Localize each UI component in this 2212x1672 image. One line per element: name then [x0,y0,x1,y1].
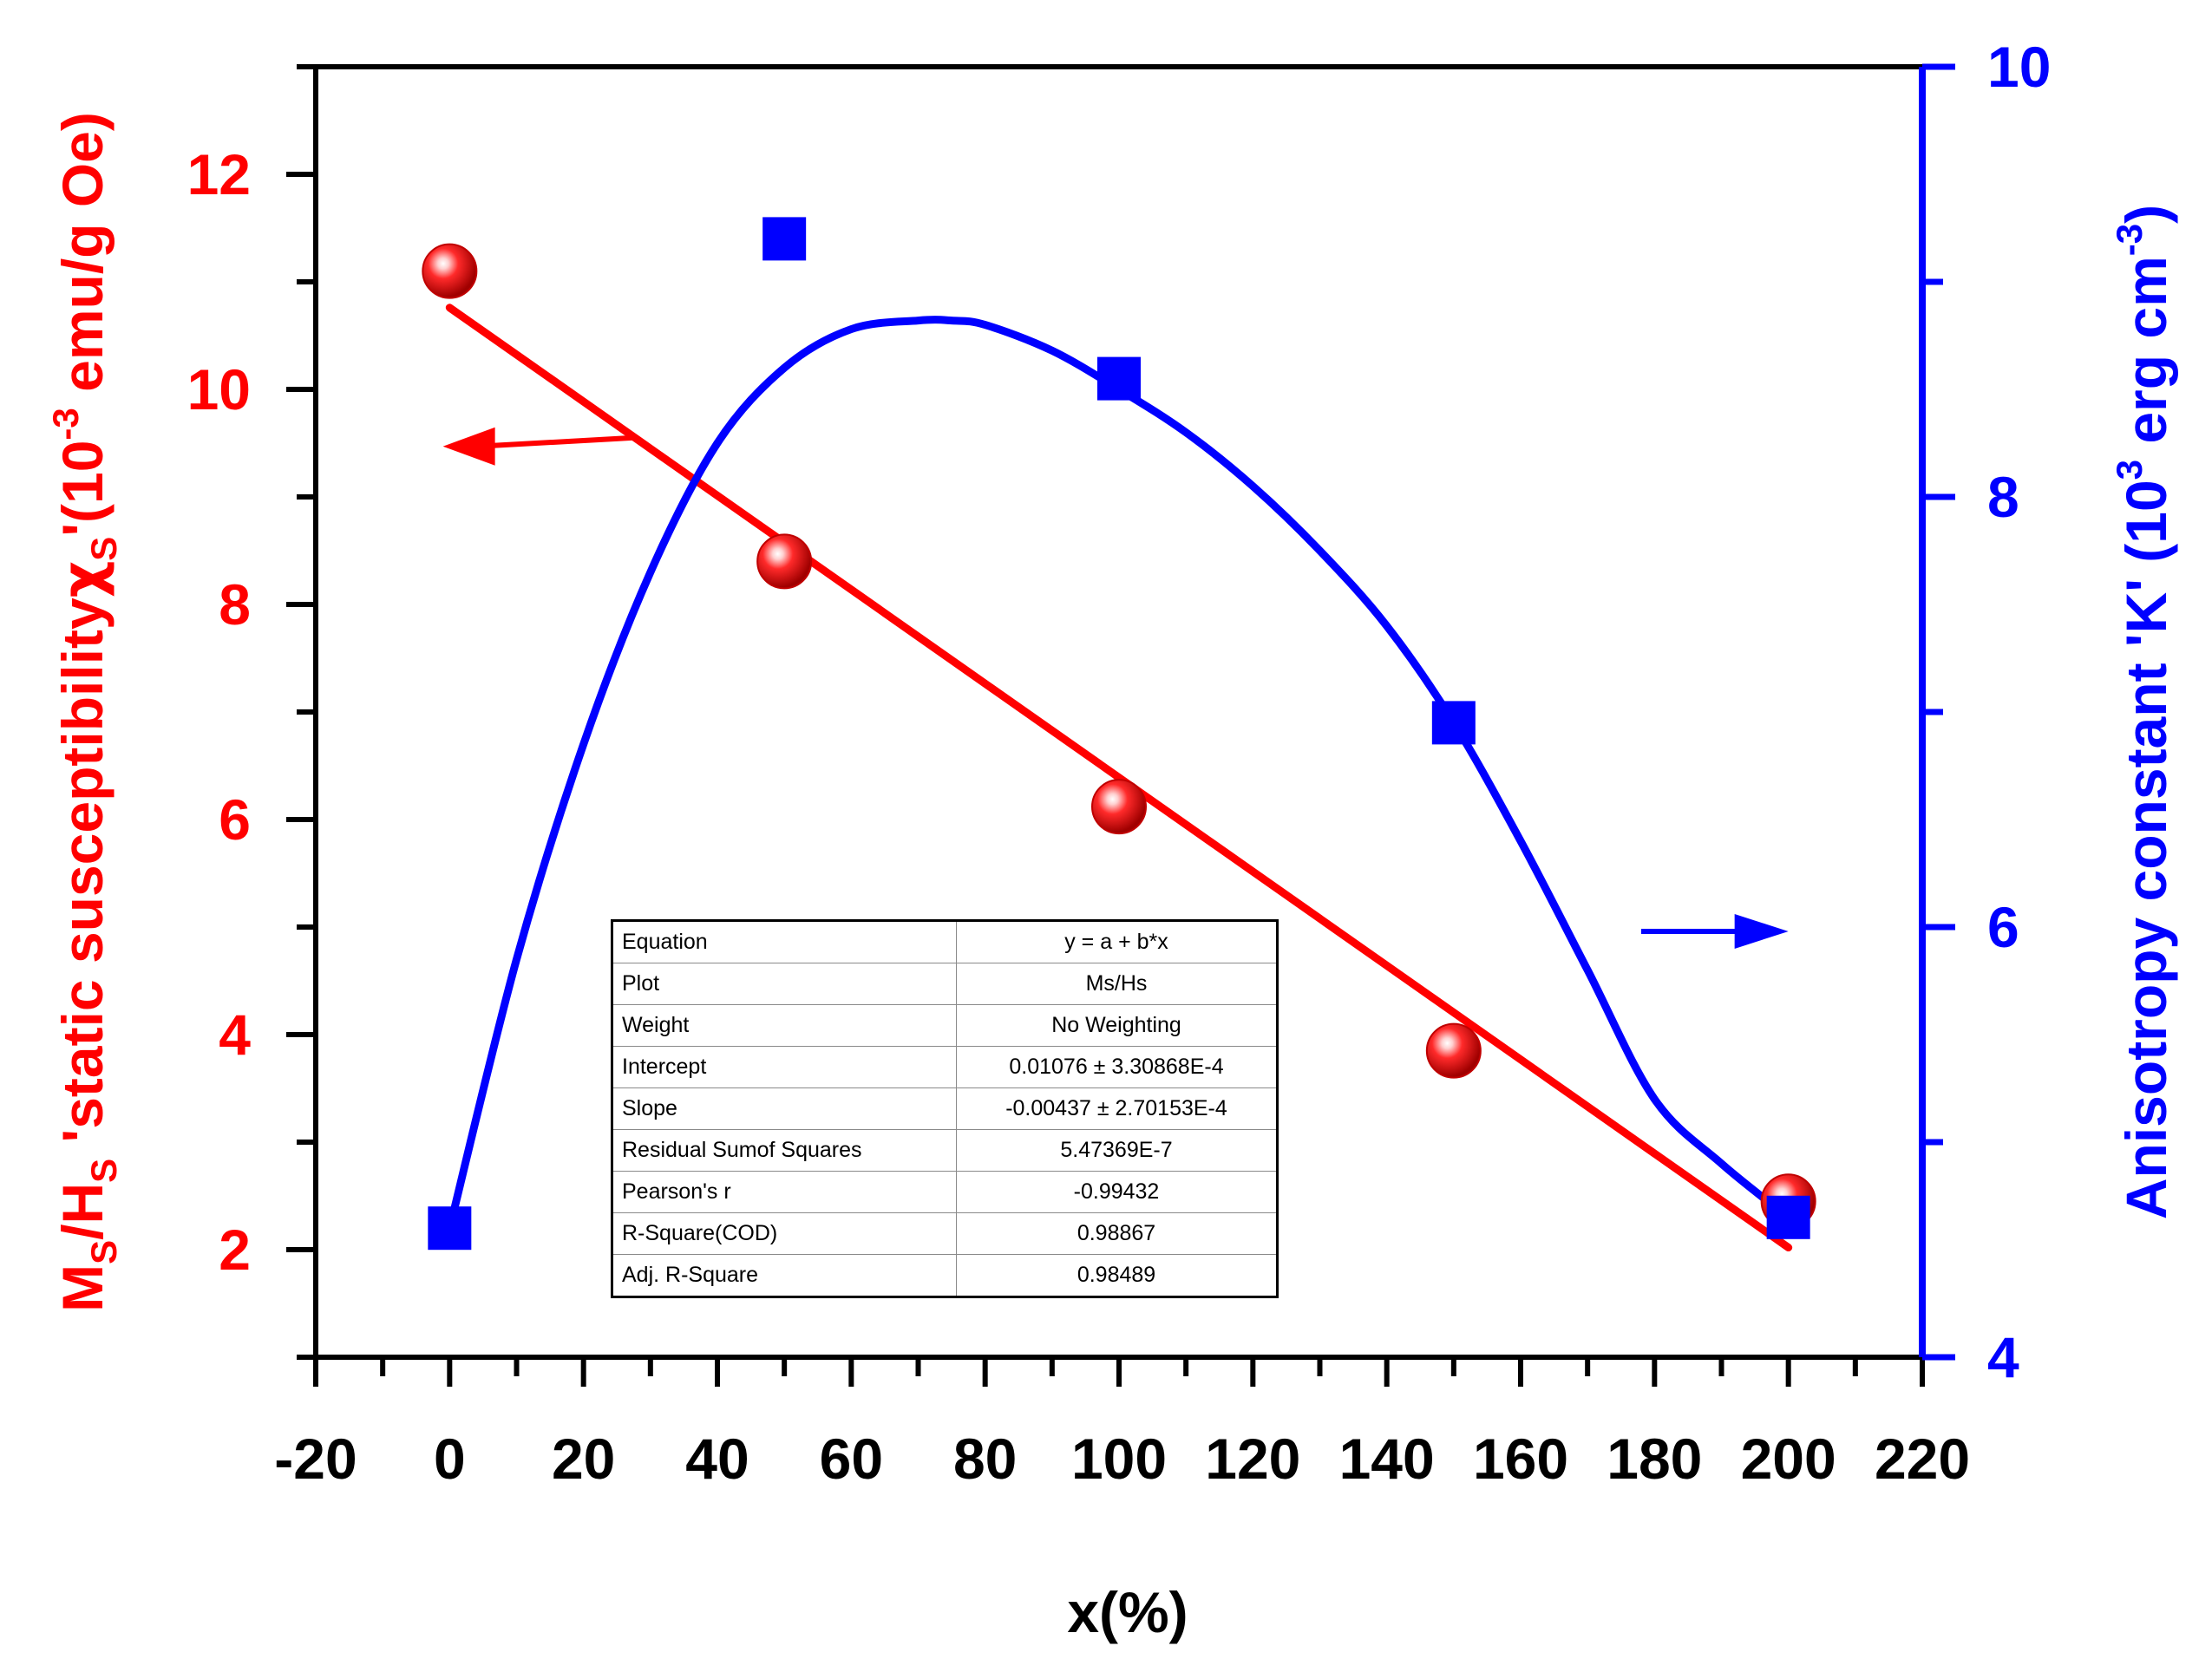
fit-table-value: No Weighting [956,1004,1278,1047]
fit-table-row: Adj. R-Square 0.98489 [612,1254,1278,1297]
smooth-fit-curve-k [445,316,1791,1230]
right-y-tick-label: 4 [1987,1325,2019,1389]
left-y-axis-title: MS/HS 'static susceptibilityχS'(10-3 emu… [45,112,124,1312]
fit-table-row: Residual Sumof Squares 5.47369E-7 [612,1129,1278,1172]
fit-table-value: -0.00437 ± 2.70153E-4 [956,1087,1278,1130]
x-tick-label: -20 [274,1427,357,1491]
k-point [428,1206,472,1251]
ms-hs-point [756,533,813,590]
right-y-tick-label: 10 [1987,35,2051,99]
ms-hs-point [1091,779,1147,835]
fit-table-value: 5.47369E-7 [956,1129,1278,1172]
x-tick-label: 40 [685,1427,749,1491]
fit-table-row: Slope -0.00437 ± 2.70153E-4 [612,1087,1278,1130]
x-tick-label: 140 [1339,1427,1435,1491]
arrow-left-head [442,427,495,466]
k-point [1766,1195,1810,1239]
fit-table-key: Residual Sumof Squares [612,1129,957,1172]
fit-table-key: Slope [612,1087,957,1130]
x-tick-label: 0 [434,1427,466,1491]
ms-hs-point [1425,1022,1482,1079]
series-arrows [442,427,1789,949]
x-tick-label: 160 [1473,1427,1568,1491]
data-markers [422,217,1816,1251]
left-y-axis-tick-labels: 2 4 6 8 10 12 [187,142,252,1282]
fit-table-value: -0.99432 [956,1171,1278,1213]
fit-table-row: Intercept 0.01076 ± 3.30868E-4 [612,1046,1278,1088]
x-tick-label: 120 [1205,1427,1300,1491]
fit-table-row: Pearson's r -0.99432 [612,1171,1278,1213]
left-y-tick-label: 4 [219,1003,251,1067]
x-axis-title: x(%) [1067,1580,1188,1644]
right-y-tick-label: 8 [1987,465,2019,529]
k-point [762,217,807,261]
fit-table-value: 0.01076 ± 3.30868E-4 [956,1046,1278,1088]
linear-fit-table: Equation y = a + b*x Plot Ms/Hs Weight No Wei… [611,919,1279,1298]
arrow-right-head [1734,913,1789,949]
left-y-tick-label: 10 [187,357,251,421]
x-tick-label: 220 [1875,1427,1970,1491]
right-y-axis-title: Anisotropy constant 'K' (103 erg cm-3) [2109,205,2178,1219]
fit-table-key: Adj. R-Square [612,1254,957,1297]
fit-table-value: 0.98867 [956,1212,1278,1255]
left-y-tick-label: 8 [219,572,251,637]
fit-table-value: Ms/Hs [956,963,1278,1005]
right-y-tick-label: 6 [1987,895,2019,959]
left-y-tick-label: 12 [187,142,251,206]
x-tick-label: 200 [1741,1427,1836,1491]
left-y-axis-ticks [286,64,316,1360]
ms-hs-point [422,243,478,299]
x-tick-label: 180 [1607,1427,1702,1491]
k-point [1431,701,1476,745]
fit-table-key: Weight [612,1004,957,1047]
fit-table-key: Equation [612,920,957,963]
fit-table-row: R-Square(COD) 0.98867 [612,1212,1278,1255]
right-y-axis-ticks [1922,63,1955,1361]
fit-table-row: Weight No Weighting [612,1004,1278,1047]
fit-table-key: Intercept [612,1046,957,1088]
fit-table-row: Plot Ms/Hs [612,963,1278,1005]
right-y-axis-tick-labels: 4 6 8 10 [1987,35,2051,1389]
linear-fit-line-ms-hs [445,304,1793,1252]
x-tick-label: 80 [953,1427,1017,1491]
left-y-tick-label: 2 [219,1218,251,1282]
x-axis-ticks [313,1357,1925,1387]
fit-table-value: y = a + b*x [956,920,1278,963]
k-point [1097,356,1141,401]
fit-table-key: Plot [612,963,957,1005]
fit-table-value: 0.98489 [956,1254,1278,1297]
fit-table-row: Equation y = a + b*x [612,920,1278,963]
fit-table-key: Pearson's r [612,1171,957,1213]
fit-lines [445,304,1793,1252]
arrow-left-shaft [477,434,634,449]
x-tick-label: 60 [820,1427,883,1491]
x-tick-label: 20 [552,1427,615,1491]
x-axis-tick-labels: -20 0 20 40 60 80 100 120 140 160 180 200 220 [274,1427,1970,1491]
x-tick-label: 100 [1071,1427,1167,1491]
fit-table-key: R-Square(COD) [612,1212,957,1255]
left-y-tick-label: 6 [219,787,251,852]
